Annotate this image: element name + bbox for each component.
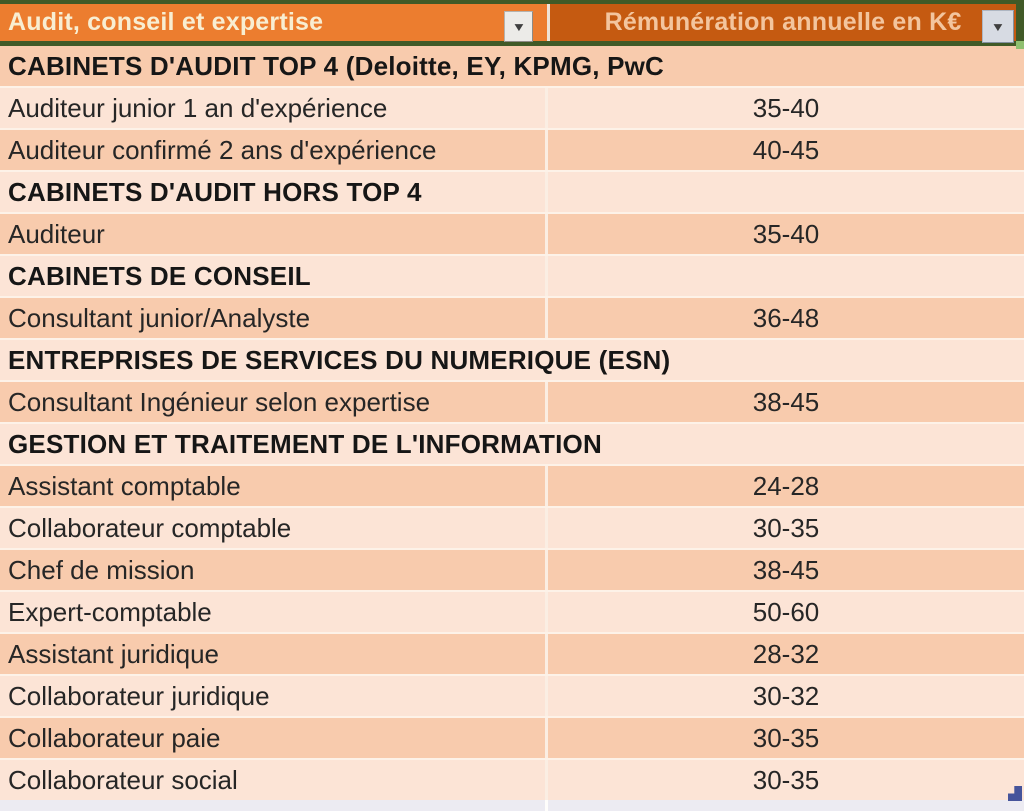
salary-range-cell[interactable]	[545, 172, 1024, 212]
salary-range-cell[interactable]: 40-45	[545, 130, 1024, 170]
salary-range-cell[interactable]: 50-60	[545, 592, 1024, 632]
salary-range-cell[interactable]: 35-40	[545, 88, 1024, 128]
table-row: Collaborateur social 30-35	[0, 758, 1024, 800]
table-row: Assistant comptable 24-28	[0, 464, 1024, 506]
salary-range-cell[interactable]	[545, 256, 1024, 296]
column-divider	[545, 800, 548, 811]
bottom-edge-strip	[0, 800, 1024, 811]
salary-range-cell[interactable]: 24-28	[545, 466, 1024, 506]
table-row: Collaborateur comptable 30-35	[0, 506, 1024, 548]
chevron-down-icon: ▼	[990, 19, 1006, 34]
job-title-cell[interactable]: Consultant junior/Analyste	[8, 302, 311, 333]
header-cell-salary[interactable]: Rémunération annuelle en K€	[547, 4, 1024, 41]
header-label-salary: Rémunération annuelle en K€	[604, 8, 962, 36]
section-row: CABINETS D'AUDIT TOP 4 (Deloitte, EY, KP…	[0, 46, 1024, 86]
section-row: CABINETS D'AUDIT HORS TOP 4	[0, 170, 1024, 212]
header-corner-accent	[1016, 41, 1024, 49]
table-row: Collaborateur paie 30-35	[0, 716, 1024, 758]
job-title-cell[interactable]: Collaborateur comptable	[8, 512, 292, 543]
section-label-cell[interactable]: ENTREPRISES DE SERVICES DU NUMERIQUE (ES…	[8, 344, 671, 375]
salary-range-cell[interactable]: 30-35	[545, 760, 1024, 800]
job-title-cell[interactable]: Consultant Ingénieur selon expertise	[8, 386, 431, 417]
job-title-cell[interactable]: Assistant juridique	[8, 638, 219, 669]
table-row: Auditeur junior 1 an d'expérience 35-40	[0, 86, 1024, 128]
table-row: Auditeur confirmé 2 ans d'expérience 40-4…	[0, 128, 1024, 170]
job-title-cell[interactable]: Auditeur junior 1 an d'expérience	[8, 92, 388, 123]
salary-range-cell[interactable]: 38-45	[545, 550, 1024, 590]
salary-range-cell[interactable]: 30-35	[545, 508, 1024, 548]
job-title-cell[interactable]: Auditeur	[8, 218, 105, 249]
filter-dropdown-button-job-category[interactable]: ▼	[504, 11, 533, 42]
job-title-cell[interactable]: Chef de mission	[8, 554, 195, 585]
table-body: CABINETS D'AUDIT TOP 4 (Deloitte, EY, KP…	[0, 46, 1024, 800]
chevron-down-icon: ▼	[511, 19, 526, 34]
job-title-cell[interactable]: Collaborateur paie	[8, 722, 221, 753]
salary-range-cell[interactable]: 30-35	[545, 718, 1024, 758]
job-title-cell[interactable]: Collaborateur juridique	[8, 680, 270, 711]
job-title-cell[interactable]: Expert-comptable	[8, 596, 212, 627]
table-row: Collaborateur juridique 30-32	[0, 674, 1024, 716]
table-row: Expert-comptable 50-60	[0, 590, 1024, 632]
job-title-cell[interactable]: Assistant comptable	[8, 470, 241, 501]
table-row: Consultant junior/Analyste 36-48	[0, 296, 1024, 338]
table-row: Consultant Ingénieur selon expertise 38-4…	[0, 380, 1024, 422]
job-title-cell[interactable]: Collaborateur social	[8, 764, 238, 795]
salary-range-cell[interactable]: 36-48	[545, 298, 1024, 338]
section-row: CABINETS DE CONSEIL	[0, 254, 1024, 296]
table-header-row: Audit, conseil et expertise Rémunération…	[0, 0, 1024, 46]
filter-dropdown-button-salary[interactable]: ▼	[982, 10, 1014, 43]
salary-range-cell[interactable]: 28-32	[545, 634, 1024, 674]
salary-range-cell[interactable]: 38-45	[545, 382, 1024, 422]
section-label-cell[interactable]: CABINETS D'AUDIT HORS TOP 4	[8, 176, 422, 207]
section-label-cell[interactable]: GESTION ET TRAITEMENT DE L'INFORMATION	[8, 428, 602, 459]
job-title-cell[interactable]: Auditeur confirmé 2 ans d'expérience	[8, 134, 437, 165]
section-row: GESTION ET TRAITEMENT DE L'INFORMATION	[0, 422, 1024, 464]
table-row: Assistant juridique 28-32	[0, 632, 1024, 674]
table-row: Chef de mission 38-45	[0, 548, 1024, 590]
salary-range-cell[interactable]: 35-40	[545, 214, 1024, 254]
section-label-cell[interactable]: CABINETS DE CONSEIL	[8, 260, 311, 291]
table-row: Auditeur 35-40	[0, 212, 1024, 254]
salary-range-cell[interactable]: 30-32	[545, 676, 1024, 716]
header-label-job-category: Audit, conseil et expertise	[8, 8, 324, 36]
section-row: ENTREPRISES DE SERVICES DU NUMERIQUE (ES…	[0, 338, 1024, 380]
section-label-cell[interactable]: CABINETS D'AUDIT TOP 4 (Deloitte, EY, KP…	[8, 50, 665, 81]
salary-range-cell[interactable]	[545, 424, 1024, 464]
header-cell-job-category[interactable]: Audit, conseil et expertise	[0, 4, 547, 41]
